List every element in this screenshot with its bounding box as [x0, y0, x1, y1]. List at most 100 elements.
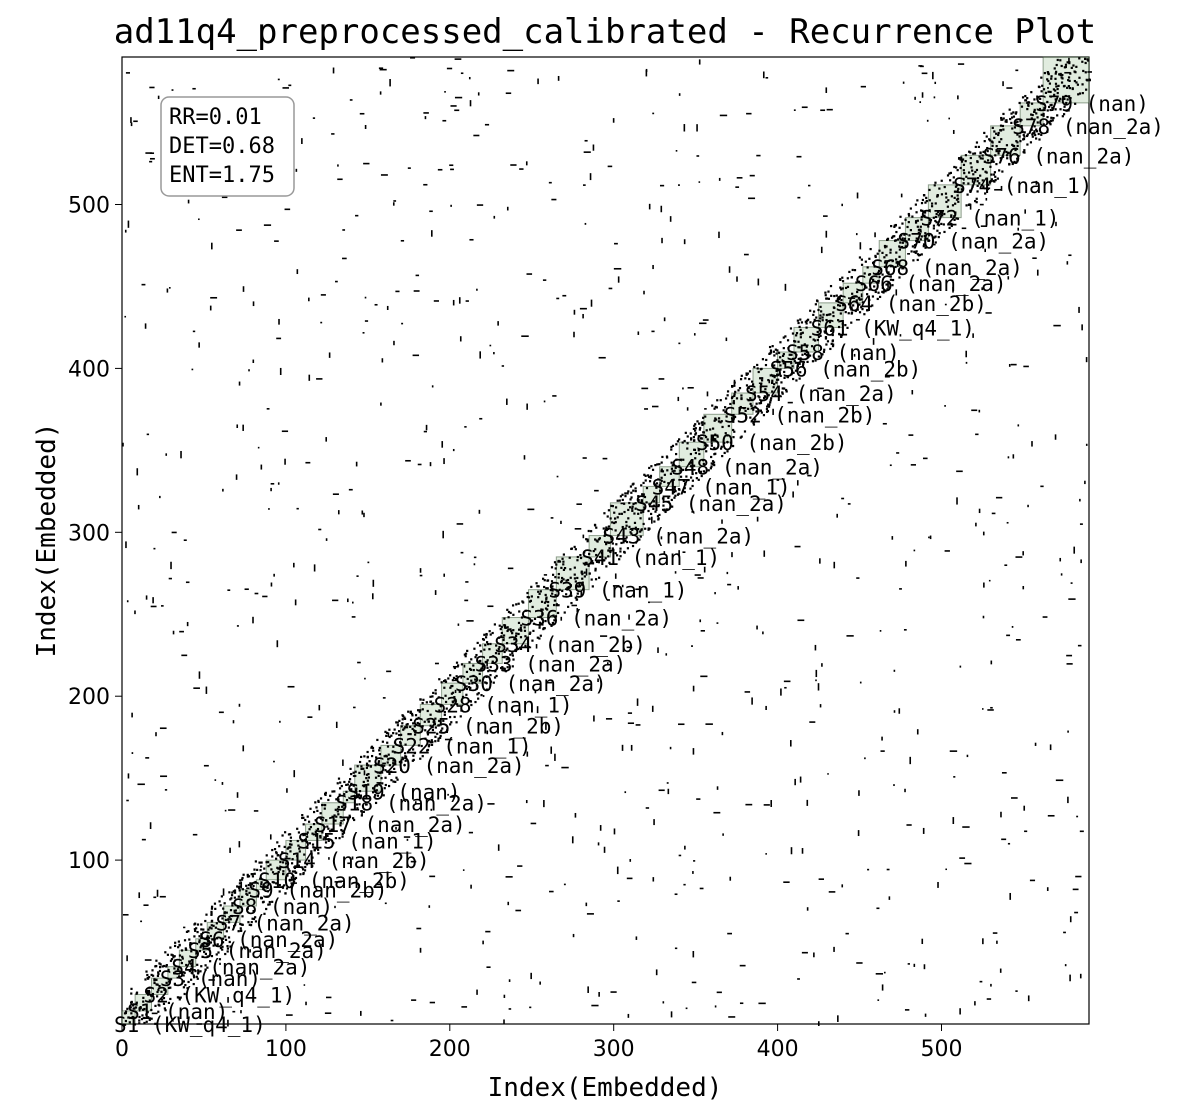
recurrence-point: [624, 527, 627, 530]
recurrence-point: [797, 357, 800, 361]
recurrence-point: [729, 441, 733, 444]
recurrence-point: [882, 422, 887, 425]
recurrence-point: [971, 409, 978, 412]
recurrence-point: [956, 197, 960, 200]
recurrence-point: [962, 826, 970, 828]
recurrence-point: [900, 193, 903, 198]
recurrence-point: [1036, 97, 1039, 100]
recurrence-point: [780, 688, 782, 696]
recurrence-point: [302, 872, 305, 876]
recurrence-point: [563, 611, 566, 614]
recurrence-point: [670, 1011, 673, 1018]
recurrence-point: [797, 619, 805, 622]
recurrence-point: [981, 287, 983, 291]
recurrence-point: [997, 150, 1000, 153]
recurrence-point: [340, 828, 343, 832]
recurrence-point: [145, 970, 148, 973]
recurrence-point: [430, 743, 434, 746]
recurrence-point: [727, 424, 730, 428]
recurrence-point: [891, 235, 895, 238]
recurrence-point: [274, 240, 279, 242]
recurrence-point: [438, 736, 442, 739]
recurrence-point: [991, 126, 994, 129]
recurrence-point: [283, 884, 286, 887]
recurrence-point: [431, 728, 435, 732]
recurrence-point: [525, 800, 528, 804]
recurrence-point: [347, 862, 351, 865]
recurrence-point: [932, 224, 936, 227]
recurrence-point: [715, 406, 718, 409]
recurrence-point: [797, 196, 801, 199]
recurrence-point: [389, 79, 391, 87]
recurrence-point: [229, 918, 232, 921]
recurrence-point: [146, 433, 150, 436]
recurrence-point: [786, 339, 790, 342]
recurrence-point: [898, 708, 901, 714]
recurrence-point: [477, 692, 480, 695]
recurrence-point: [219, 946, 223, 950]
recurrence-point: [783, 680, 791, 683]
recurrence-point: [476, 989, 478, 995]
x-tick-label: 0: [115, 1037, 129, 1062]
recurrence-point: [164, 1009, 167, 1012]
recurrence-point: [284, 831, 287, 834]
recurrence-point: [614, 573, 617, 579]
recurrence-point: [771, 390, 774, 393]
recurrence-point: [1067, 85, 1070, 88]
recurrence-point: [1006, 521, 1009, 524]
recurrence-point: [657, 504, 660, 507]
recurrence-point: [333, 790, 336, 793]
segment-label: S28 (nan_1): [434, 693, 573, 717]
recurrence-point: [472, 674, 475, 678]
recurrence-point: [334, 808, 337, 811]
recurrence-point: [126, 600, 129, 603]
recurrence-point: [267, 903, 270, 906]
recurrence-point: [771, 379, 774, 382]
recurrence-point: [322, 838, 325, 841]
recurrence-point: [148, 999, 151, 1002]
recurrence-point: [252, 909, 255, 913]
recurrence-point: [194, 922, 197, 925]
recurrence-point: [382, 697, 386, 699]
recurrence-point: [1040, 76, 1043, 79]
recurrence-point: [171, 531, 177, 534]
recurrence-point: [702, 462, 705, 466]
recurrence-point: [1065, 109, 1068, 112]
recurrence-point: [896, 238, 900, 241]
recurrence-point: [302, 816, 305, 819]
recurrence-point: [469, 686, 472, 690]
recurrence-point: [881, 984, 884, 991]
recurrence-point: [952, 176, 955, 179]
recurrence-point: [238, 889, 241, 892]
recurrence-point: [580, 591, 583, 598]
recurrence-point: [1043, 71, 1046, 75]
recurrence-point: [778, 360, 781, 364]
recurrence-point: [236, 792, 239, 798]
recurrence-point: [438, 709, 441, 712]
segment-label-layer: S1 (KW_q4_1)S1 (nan)S2 (KW_q4_1)S3 (nan)…: [114, 92, 1164, 1037]
recurrence-point: [379, 68, 387, 71]
recurrence-point: [608, 541, 611, 544]
recurrence-point: [731, 385, 734, 388]
recurrence-point: [384, 754, 387, 757]
recurrence-point: [405, 723, 408, 726]
recurrence-point: [547, 600, 550, 604]
recurrence-point: [950, 215, 953, 218]
recurrence-point: [523, 629, 527, 632]
recurrence-point: [247, 875, 251, 878]
recurrence-point: [545, 600, 548, 603]
recurrence-point: [861, 308, 864, 311]
recurrence-point: [975, 168, 979, 172]
recurrence-point: [772, 408, 774, 415]
recurrence-point: [267, 861, 270, 864]
recurrence-point: [376, 782, 382, 784]
recurrence-point: [442, 119, 447, 122]
recurrence-point: [1008, 162, 1011, 166]
recurrence-point: [846, 285, 850, 288]
recurrence-point: [587, 564, 590, 567]
recurrence-point: [675, 150, 678, 152]
recurrence-point: [183, 992, 186, 996]
recurrence-point: [429, 210, 433, 213]
recurrence-point: [186, 987, 189, 990]
recurrence-point: [602, 527, 605, 530]
